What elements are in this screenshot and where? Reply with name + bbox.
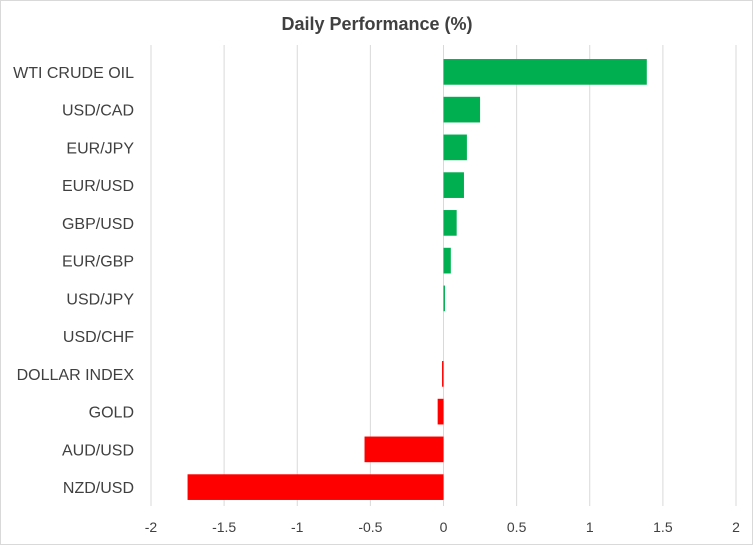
bar-eur-usd (443, 172, 464, 198)
bar-gold (437, 398, 444, 425)
bar-gbp-usd (443, 210, 457, 236)
x-tick-label: -0.5 (358, 519, 382, 535)
category-labels: WTI CRUDE OIL USD/CAD EUR/JPY EUR/USD GBP/US… (13, 65, 134, 497)
x-tick-label: -2 (145, 519, 158, 535)
bar-wti-crude-oil (443, 59, 647, 85)
bar-usd-cad (443, 96, 481, 123)
bar-aud-usd (364, 436, 444, 463)
category-label: WTI CRUDE OIL (13, 65, 134, 82)
bar-usd-jpy (443, 285, 445, 312)
category-label: USD/CHF (63, 329, 134, 346)
x-tick-label: 1.5 (653, 519, 673, 535)
category-label: EUR/GBP (62, 254, 134, 271)
category-label: USD/CAD (62, 103, 134, 120)
bars (187, 59, 647, 500)
x-tick-label: 0 (440, 519, 448, 535)
x-tick-label: -1 (291, 519, 304, 535)
bar-eur-jpy (443, 134, 467, 161)
category-label: NZD/USD (63, 480, 134, 497)
category-label: GBP/USD (62, 216, 134, 233)
bar-nzd-usd (187, 474, 444, 500)
x-tick-labels: -2 -1.5 -1 -0.5 0 0.5 1 1.5 2 (145, 519, 740, 535)
category-label: EUR/JPY (66, 140, 134, 157)
bar-eur-gbp (443, 247, 451, 274)
category-label: USD/JPY (66, 291, 134, 308)
x-tick-label: -1.5 (212, 519, 236, 535)
x-tick-label: 2 (732, 519, 740, 535)
chart-title: Daily Performance (%) (281, 14, 472, 34)
category-label: AUD/USD (62, 442, 134, 459)
category-label: DOLLAR INDEX (17, 367, 135, 384)
bar-dollar-index (442, 361, 444, 387)
x-tick-label: 0.5 (507, 519, 527, 535)
x-tick-label: 1 (586, 519, 594, 535)
category-label: GOLD (89, 405, 134, 422)
category-label: EUR/USD (62, 178, 134, 195)
